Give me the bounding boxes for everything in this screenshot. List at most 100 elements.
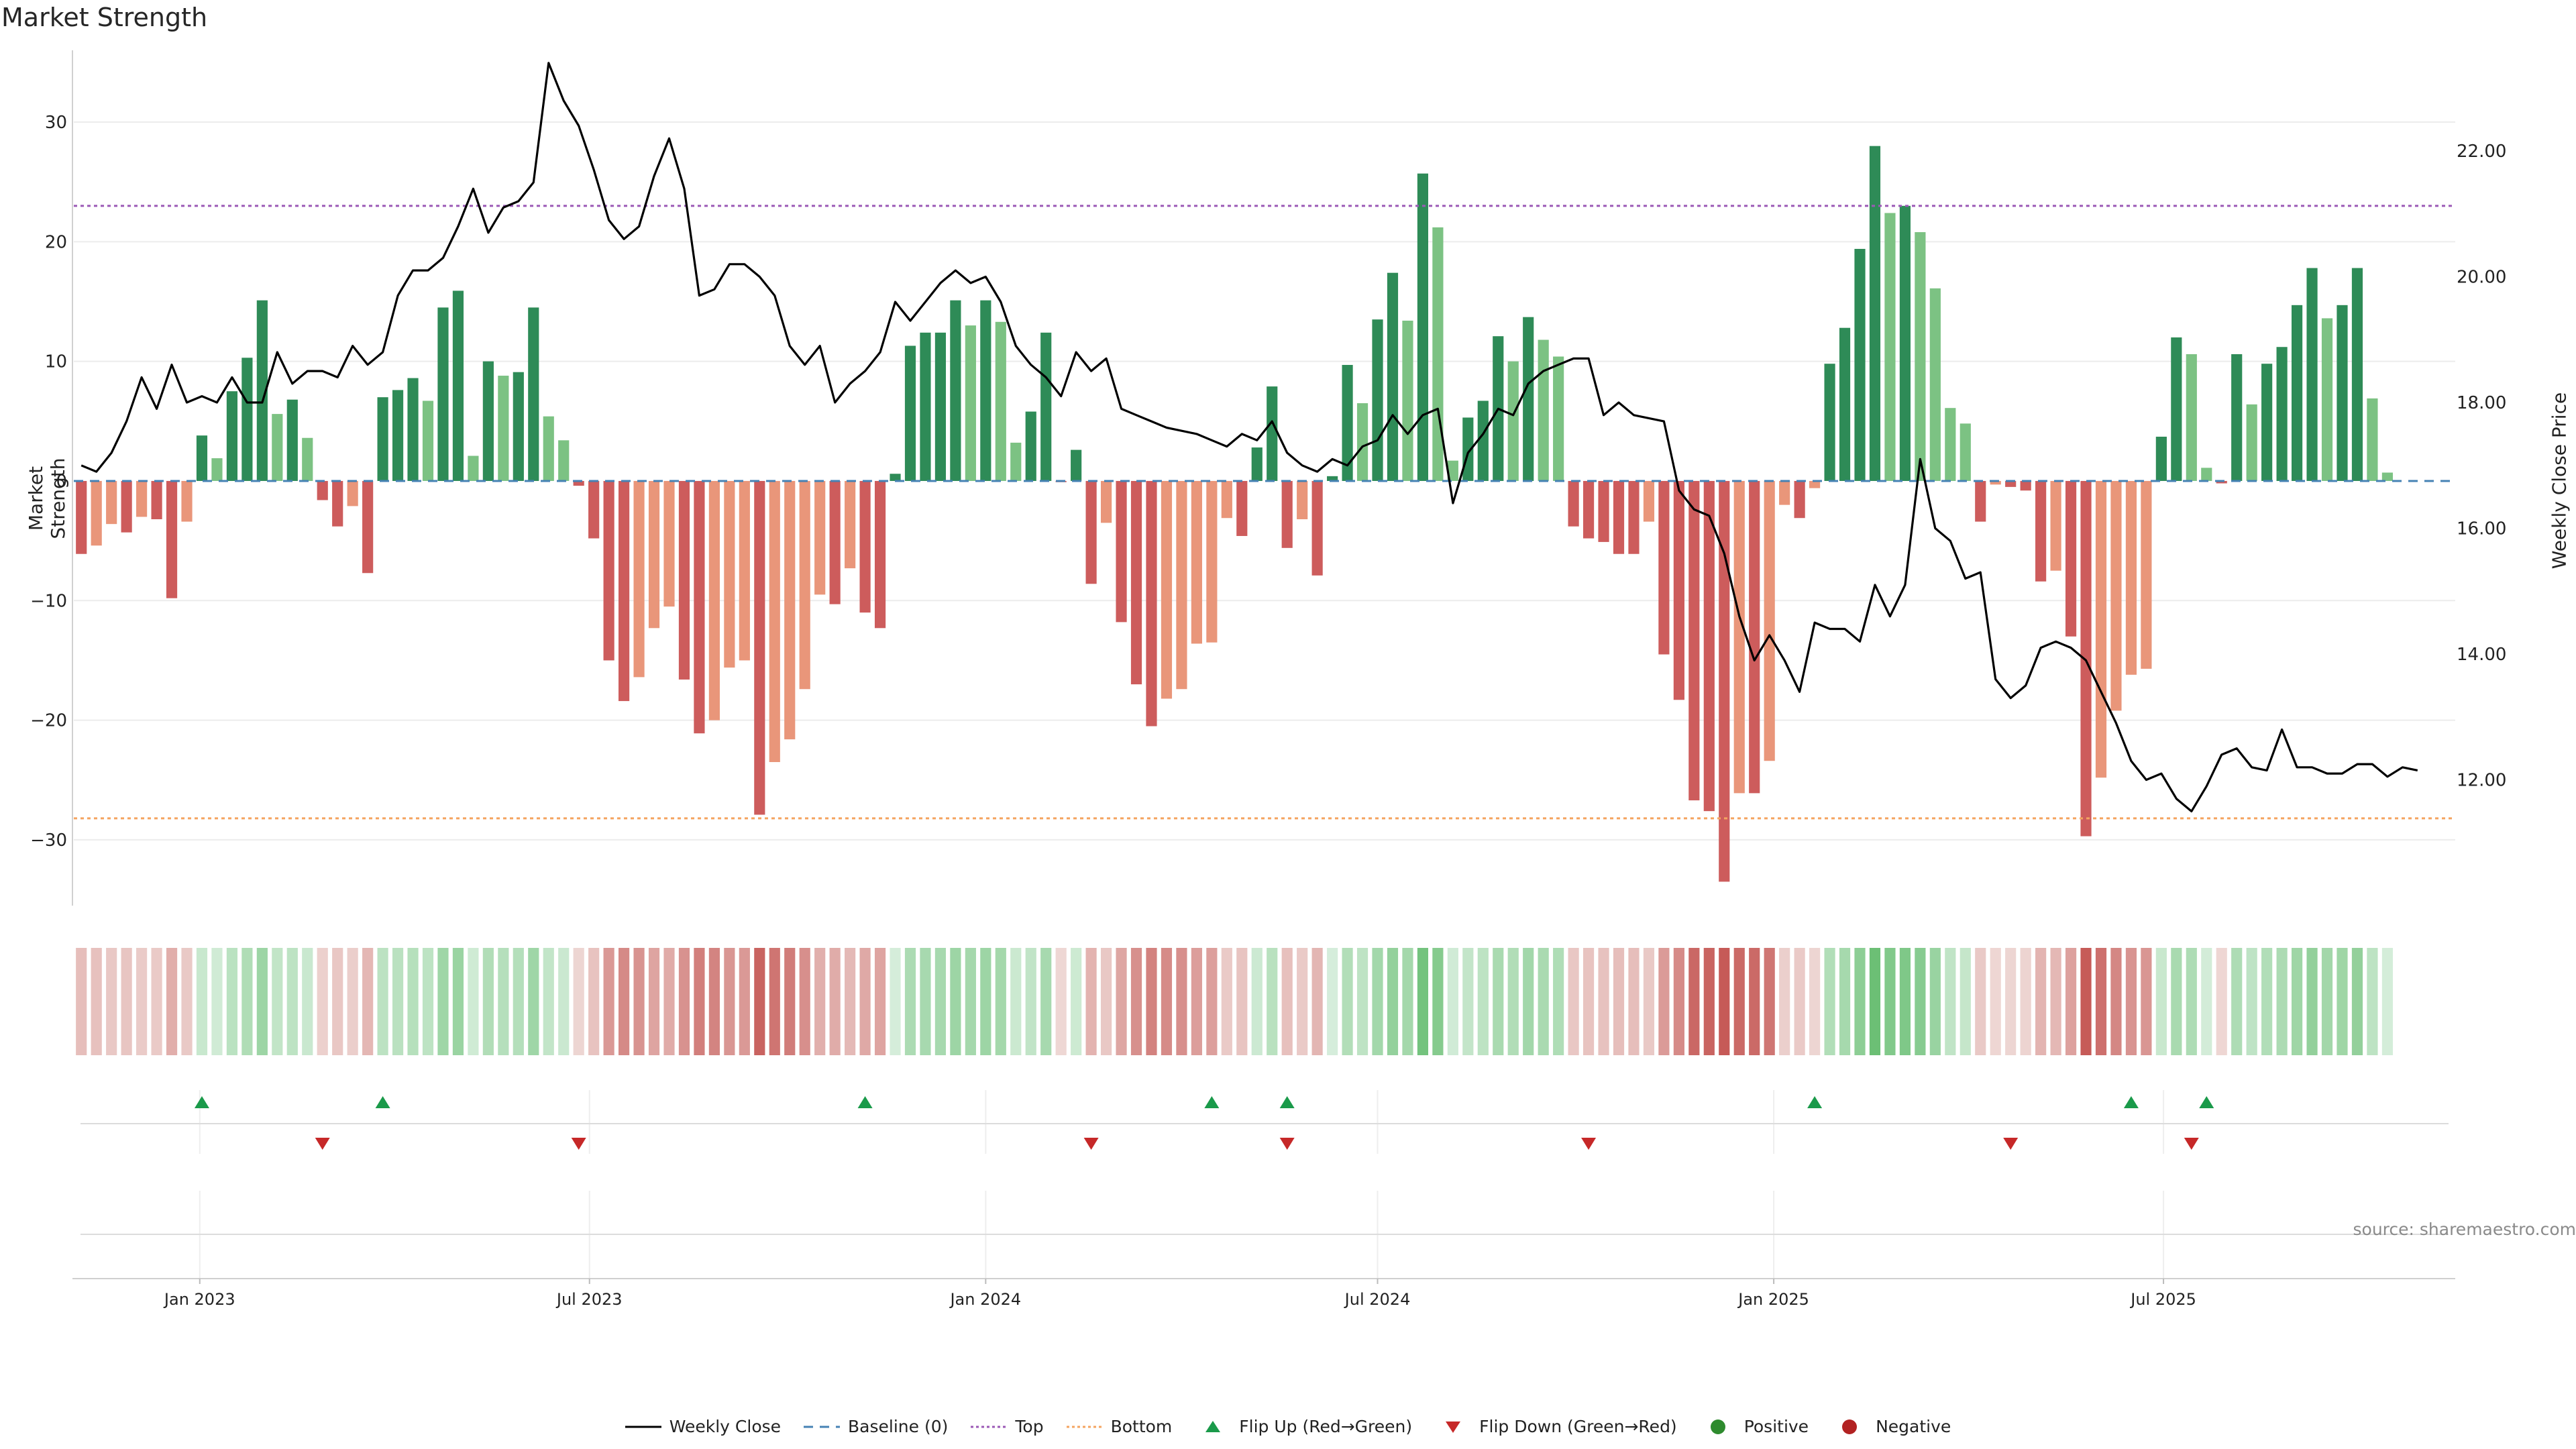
- heat-cell: [2125, 948, 2137, 1055]
- strength-bar: [1673, 480, 1684, 700]
- strength-bar: [845, 480, 856, 569]
- flip-up-marker: [1204, 1096, 1220, 1108]
- strength-bar: [1945, 408, 1956, 481]
- heat-cell: [829, 948, 841, 1055]
- heat-cell: [1342, 948, 1353, 1055]
- strength-bar: [1281, 480, 1293, 548]
- heat-cell: [2381, 948, 2393, 1055]
- heat-cell: [437, 948, 449, 1055]
- heat-cell: [678, 948, 690, 1055]
- heat-cell: [1673, 948, 1684, 1055]
- strength-bar: [1402, 321, 1413, 481]
- strength-bar: [1658, 480, 1670, 655]
- heat-cell: [1929, 948, 1941, 1055]
- strength-bar: [392, 390, 404, 481]
- strength-bar: [332, 480, 343, 527]
- x-tick-label: Jan 2024: [949, 1290, 1021, 1309]
- legend-label: Baseline (0): [848, 1417, 949, 1436]
- right-tick-label: 14.00: [2457, 645, 2506, 665]
- legend-label: Bottom: [1110, 1417, 1173, 1436]
- strength-bar: [1824, 364, 1835, 481]
- heat-cell: [874, 948, 886, 1055]
- heat-cell: [1402, 948, 1413, 1055]
- heat-cell: [1507, 948, 1519, 1055]
- heat-cell: [1869, 948, 1881, 1055]
- x-tick-label: Jul 2024: [1344, 1290, 1411, 1309]
- heat-cell: [1327, 948, 1338, 1055]
- triangle-down-icon: [1446, 1421, 1461, 1433]
- strength-bar: [799, 480, 810, 690]
- strength-bar: [2201, 468, 2212, 481]
- strength-bar: [1447, 460, 1458, 481]
- strength-bar: [1538, 339, 1549, 481]
- strength-bar: [452, 290, 464, 481]
- strength-bar: [678, 480, 690, 680]
- heat-cell: [2065, 948, 2077, 1055]
- heat-cell: [934, 948, 947, 1055]
- heat-cell: [904, 948, 916, 1055]
- heat-cell: [588, 948, 600, 1055]
- heat-cell: [708, 948, 720, 1055]
- line-icon: [971, 1426, 1008, 1428]
- heat-cell: [452, 948, 464, 1055]
- heat-cell: [272, 948, 283, 1055]
- gridlines: [74, 121, 2455, 841]
- flip-up-marker: [375, 1096, 390, 1108]
- heat-cell: [2080, 948, 2092, 1055]
- strength-bar: [317, 480, 328, 500]
- strength-bar: [1040, 332, 1052, 481]
- strength-bar: [2291, 305, 2303, 481]
- heat-cell: [845, 948, 856, 1055]
- strength-bar: [528, 307, 539, 481]
- left-tick-label: −30: [30, 830, 67, 851]
- heat-cell: [1809, 948, 1821, 1055]
- heat-cell: [1477, 948, 1489, 1055]
- heat-cell: [2050, 948, 2061, 1055]
- heat-cell: [1281, 948, 1293, 1055]
- strength-bar: [2080, 480, 2092, 837]
- heat-cell: [1040, 948, 1052, 1055]
- legend-item: Baseline (0): [804, 1417, 948, 1436]
- heat-cell: [890, 948, 901, 1055]
- heat-cell: [2351, 948, 2363, 1055]
- strength-bar: [1568, 480, 1579, 527]
- strength-bar: [1071, 449, 1082, 481]
- heat-cell: [302, 948, 313, 1055]
- strength-bar: [302, 437, 313, 481]
- strength-bar: [2020, 480, 2031, 491]
- strength-bar: [1146, 480, 1157, 727]
- strength-bar: [1176, 480, 1187, 690]
- strength-bar: [422, 400, 434, 481]
- strength-bar: [1839, 327, 1851, 481]
- heat-cell: [1854, 948, 1866, 1055]
- strength-bar: [1779, 480, 1790, 505]
- legend-label: Weekly Close: [669, 1417, 782, 1436]
- heat-cell: [1839, 948, 1851, 1055]
- left-tick-label: 10: [45, 352, 67, 372]
- heat-cell: [1553, 948, 1564, 1055]
- heat-cell: [694, 948, 705, 1055]
- right-tick-label: 20.00: [2457, 268, 2506, 288]
- strength-bar: [151, 480, 162, 520]
- heat-cell: [91, 948, 102, 1055]
- heat-cell: [1779, 948, 1790, 1055]
- strength-bar: [1854, 249, 1866, 481]
- heat-cell: [1372, 948, 1383, 1055]
- heat-cell: [814, 948, 826, 1055]
- heat-cell: [1628, 948, 1640, 1055]
- heat-cell: [1915, 948, 1926, 1055]
- strength-bar: [708, 480, 720, 720]
- heat-cell: [1538, 948, 1549, 1055]
- strength-bar: [1191, 480, 1202, 644]
- heat-cell: [1658, 948, 1670, 1055]
- dot-icon: [1710, 1419, 1725, 1434]
- heat-cell: [1719, 948, 1730, 1055]
- heat-cell: [2246, 948, 2257, 1055]
- x-axis: Jan 2023 Jul 2023 Jan 2024 Jul 2024 Jan 2025…: [72, 1278, 2455, 1309]
- strength-bar: [814, 480, 826, 595]
- strength-bar: [2381, 472, 2393, 481]
- strength-bar: [1975, 480, 1986, 522]
- heat-cell: [1975, 948, 1986, 1055]
- heat-cell: [2337, 948, 2348, 1055]
